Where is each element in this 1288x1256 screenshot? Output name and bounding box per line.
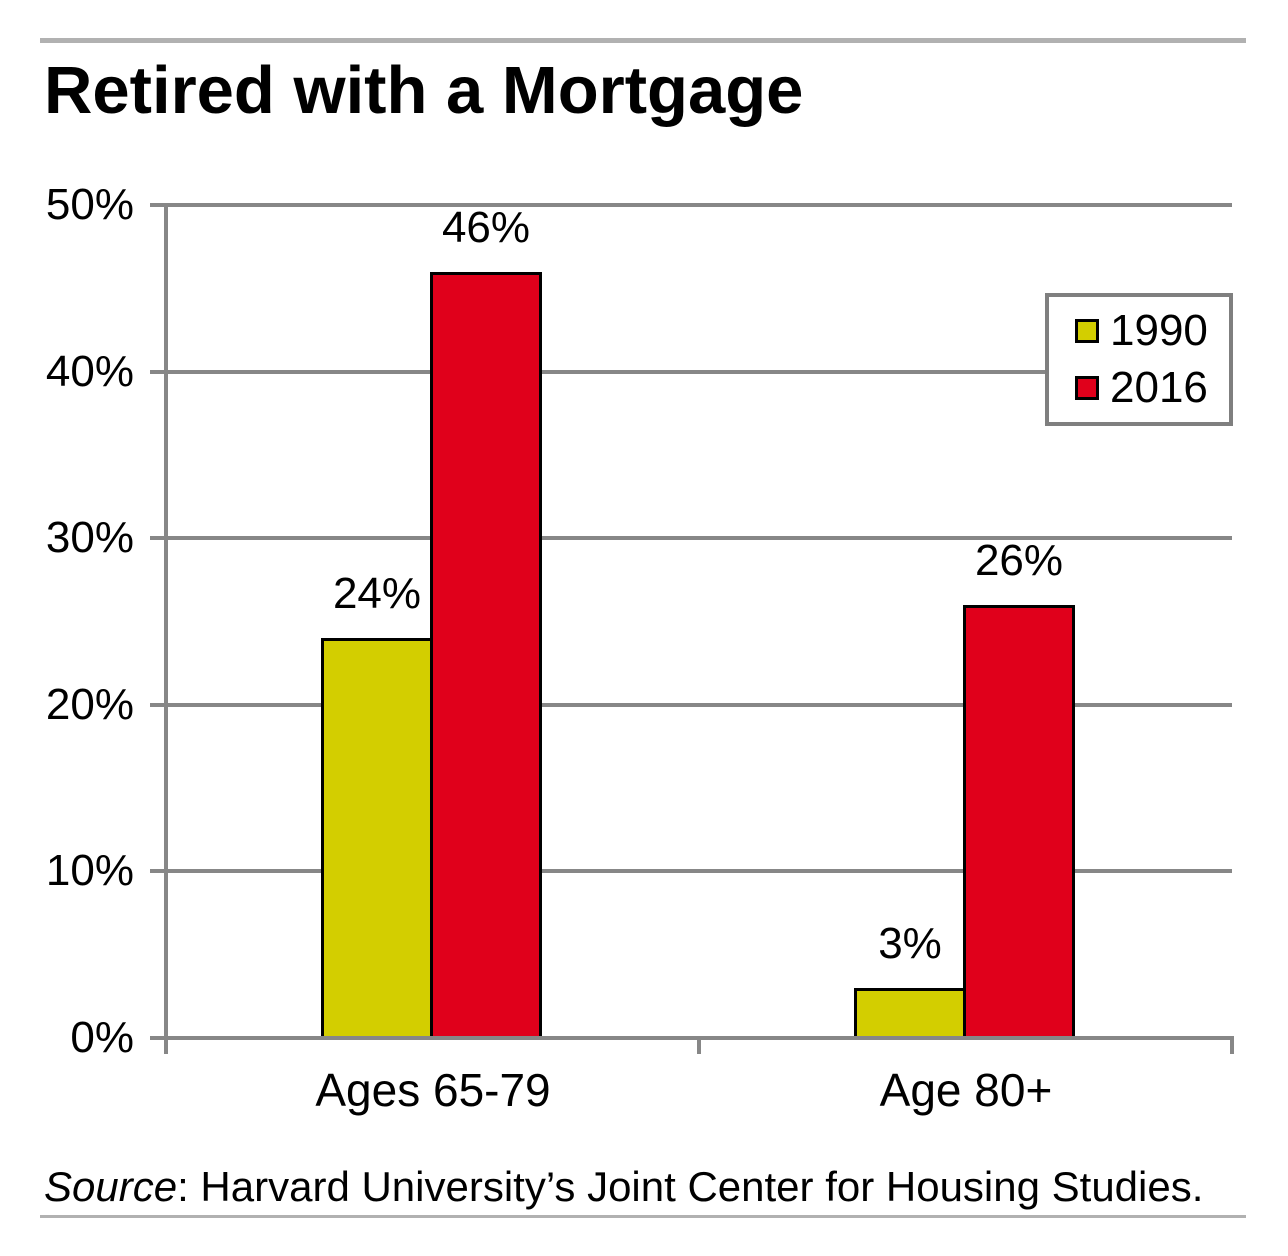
x-axis-line [164,1036,1234,1040]
y-axis-tick [150,370,164,374]
y-axis-tick-label: 40% [45,347,134,396]
y-axis-tick [150,1036,164,1040]
x-axis-tick [697,1040,701,1054]
legend-item-1990: 1990 [1075,308,1229,354]
source-text: Harvard University’s Joint Center for Ho… [200,1163,1204,1210]
bar-value-label: 26% [974,536,1064,585]
source-label: Source [44,1163,178,1210]
legend-label: 1990 [1110,306,1208,355]
bar-2016-age-80+ [963,605,1075,1040]
x-axis-tick [164,1040,168,1054]
x-axis-category-label: Ages 65-79 [315,1064,551,1116]
gridline [166,536,1232,540]
legend: 1990 2016 [1045,293,1233,426]
bar-2016-ages-65-79 [430,272,542,1040]
y-axis-tick-label: 10% [45,846,134,895]
bar-value-label: 46% [441,203,531,252]
y-axis-tick-label: 50% [45,180,134,229]
y-axis-tick [150,703,164,707]
gridline [166,703,1232,707]
x-axis-tick [1230,1040,1234,1054]
bar-value-label: 24% [332,569,422,618]
bar-1990-ages-65-79 [321,638,433,1040]
page-title: Retired with a Mortgage [44,53,804,128]
y-axis-tick [150,869,164,873]
y-axis-tick [150,536,164,540]
top-divider [40,38,1246,43]
legend-swatch-1990 [1075,319,1099,343]
y-axis-tick-label: 30% [45,513,134,562]
bar-1990-age-80+ [854,988,966,1040]
source-separator: : [177,1163,201,1210]
y-axis-line [164,203,168,1040]
bottom-divider [40,1215,1246,1218]
legend-swatch-2016 [1075,376,1099,400]
legend-item-2016: 2016 [1075,365,1229,411]
gridline [166,869,1232,873]
source-note: Source: Harvard University’s Joint Cente… [44,1162,1203,1212]
y-axis-tick-label: 20% [45,680,134,729]
gridline [166,203,1232,207]
legend-label: 2016 [1110,363,1208,412]
bar-value-label: 3% [878,919,942,968]
y-axis-tick [150,203,164,207]
gridline [166,370,1232,374]
x-axis-category-label: Age 80+ [879,1064,1053,1116]
y-axis-tick-label: 0% [70,1013,134,1062]
